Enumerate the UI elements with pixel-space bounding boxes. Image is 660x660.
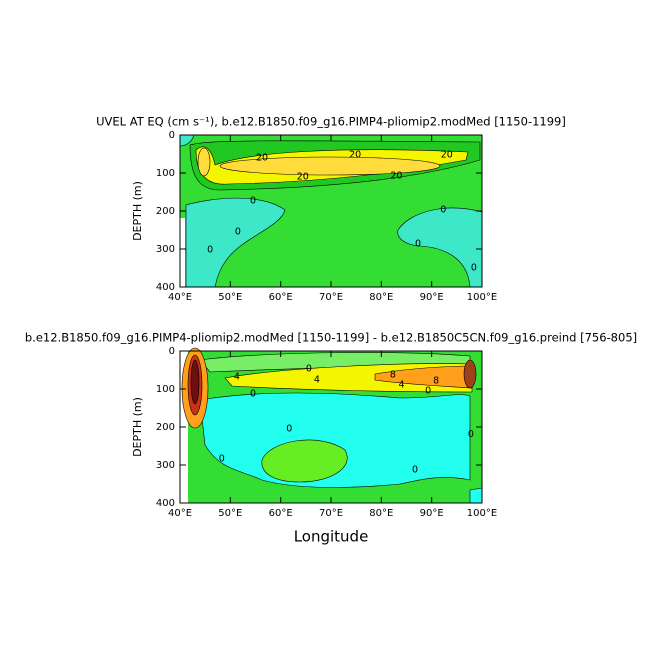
x-tick-label: 50°E [218, 508, 242, 519]
y-tick-label: 200 [156, 422, 175, 433]
contour-label: 20 [297, 171, 309, 182]
x-tick-label: 90°E [420, 292, 444, 303]
y-tick-label: 400 [156, 282, 175, 293]
contour-label: 0 [286, 423, 292, 434]
x-tick-label: 60°E [269, 292, 293, 303]
x-tick-label: 60°E [269, 508, 293, 519]
chart-title: UVEL AT EQ (cm s⁻¹), b.e12.B1850.f09_g16… [96, 115, 566, 129]
contour-label: 20 [441, 150, 453, 161]
contour-label: 20 [390, 171, 402, 182]
contour-label: 0 [235, 226, 241, 237]
contour-label: 0 [412, 464, 418, 475]
y-tick-label: 100 [156, 384, 175, 395]
x-tick-label: 70°E [319, 508, 343, 519]
x-axis-label: Longitude [294, 528, 369, 546]
x-tick-label: 90°E [420, 508, 444, 519]
contour-label: 0 [250, 196, 256, 207]
contour-label: 20 [256, 152, 268, 163]
contour-label: 0 [415, 239, 421, 250]
x-tick-label: 70°E [319, 292, 343, 303]
contour-label: 0 [219, 453, 225, 464]
x-tick-label: 50°E [218, 292, 242, 303]
x-tick-label: 80°E [369, 292, 393, 303]
contour-label: 4 [314, 374, 320, 385]
y-tick-label: 400 [156, 498, 175, 509]
y-tick-label: 100 [156, 168, 175, 179]
contour-label: 0 [471, 263, 477, 274]
contour-label: 4 [398, 379, 404, 390]
contour-label: 0 [306, 363, 312, 374]
contour-fills-top [179, 134, 483, 288]
y-tick-label: 0 [169, 130, 175, 141]
contour-label: 0 [440, 204, 446, 215]
y-tick-label: 300 [156, 244, 175, 255]
contour-label: 8 [390, 369, 396, 380]
contour-label: 20 [349, 150, 361, 161]
contour-label: 0 [468, 429, 474, 440]
y-axis-label: DEPTH (m) [131, 397, 144, 457]
contour-fills-bottom [180, 347, 483, 504]
x-tick-label: 100°E [467, 292, 497, 303]
chart-title: b.e12.B1850.f09_g16.PIMP4-pliomip2.modMe… [25, 331, 637, 345]
contour-label: 8 [433, 376, 439, 387]
y-tick-label: 0 [169, 346, 175, 357]
contour-label: 0 [250, 388, 256, 399]
x-tick-label: 40°E [168, 292, 192, 303]
x-tick-label: 100°E [467, 508, 497, 519]
x-tick-label: 80°E [369, 508, 393, 519]
y-tick-label: 300 [156, 460, 175, 471]
contour-label: 4 [234, 371, 240, 382]
contour-label: 0 [425, 385, 431, 396]
y-axis-label: DEPTH (m) [131, 181, 144, 241]
y-tick-label: 200 [156, 206, 175, 217]
contour-label: 0 [207, 245, 213, 256]
x-tick-label: 40°E [168, 508, 192, 519]
